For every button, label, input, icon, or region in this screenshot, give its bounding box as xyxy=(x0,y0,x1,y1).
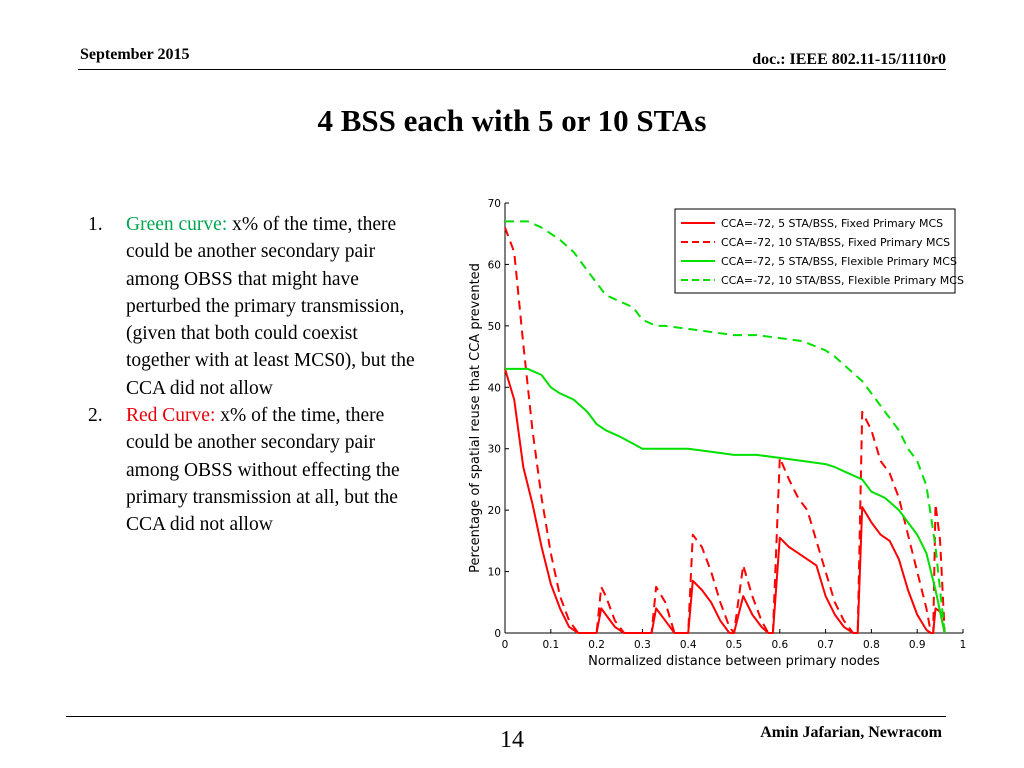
note-label-green: Green curve: xyxy=(126,214,228,235)
y-tick-label: 70 xyxy=(488,198,501,210)
note-item-red: 2. Red Curve: x% of the time, there could… xyxy=(88,402,418,538)
y-tick-label: 30 xyxy=(488,444,501,456)
header-divider xyxy=(78,69,946,70)
x-tick-label: 0.7 xyxy=(817,639,834,651)
legend-entry: CCA=-72, 10 STA/BSS, Fixed Primary MCS xyxy=(721,236,950,249)
x-tick-label: 0 xyxy=(502,639,509,651)
note-number: 2. xyxy=(88,405,103,427)
note-item-green: 1. Green curve: x% of the time, there cou… xyxy=(88,211,418,402)
note-text: x% of the time, there could be another s… xyxy=(126,214,415,399)
x-tick-label: 0.5 xyxy=(726,639,743,651)
slide-title: 4 BSS each with 5 or 10 STAs xyxy=(317,103,707,138)
x-tick-label: 0.2 xyxy=(588,639,605,651)
line-chart: 0 0.1 0.2 0.3 0.4 0.5 0.6 0.7 0.8 0.9 101020304050… xyxy=(468,198,967,669)
series-line xyxy=(505,220,946,634)
x-tick-label: 0.3 xyxy=(634,639,651,651)
y-axis-label: Percentage of spatial reuse that CCA pre… xyxy=(468,263,483,573)
footer-divider xyxy=(66,716,946,717)
y-tick-label: 20 xyxy=(488,505,501,517)
series-line xyxy=(504,227,946,634)
y-tick-label: 50 xyxy=(488,321,501,333)
header-doc-id: doc.: IEEE 802.11-15/1110r0 xyxy=(752,51,946,68)
y-tick-label: 60 xyxy=(488,259,501,271)
x-tick-label: 0.9 xyxy=(909,639,926,651)
note-number: 1. xyxy=(88,214,103,235)
note-label-red: Red Curve: xyxy=(126,405,216,427)
series-line xyxy=(505,367,946,634)
legend-entry: CCA=-72, 5 STA/BSS, Fixed Primary MCS xyxy=(721,217,943,230)
y-tick-label: 0 xyxy=(494,628,501,640)
x-tick-label: 0.6 xyxy=(771,639,788,651)
notes-list: 1. Green curve: x% of the time, there cou… xyxy=(88,211,418,539)
x-tick-label: 0.4 xyxy=(680,639,697,651)
x-tick-label: 0.1 xyxy=(542,639,559,651)
note-text: x% of the time, there could be another s… xyxy=(126,405,400,536)
x-axis-label: Normalized distance between primary node… xyxy=(588,654,880,669)
legend-entry: CCA=-72, 10 STA/BSS, Flexible Primary MC… xyxy=(721,274,964,287)
legend-entry: CCA=-72, 5 STA/BSS, Flexible Primary MCS xyxy=(721,255,957,268)
header-date: September 2015 xyxy=(80,46,190,63)
footer-author: Amin Jafarian, Newracom xyxy=(760,724,942,741)
y-tick-label: 10 xyxy=(488,567,501,579)
legend-box xyxy=(674,208,956,294)
series-line xyxy=(504,368,946,634)
page-number: 14 xyxy=(500,727,524,753)
x-tick-label: 1 xyxy=(960,639,967,651)
x-tick-label: 0.8 xyxy=(863,639,880,651)
y-tick-label: 40 xyxy=(488,382,501,394)
